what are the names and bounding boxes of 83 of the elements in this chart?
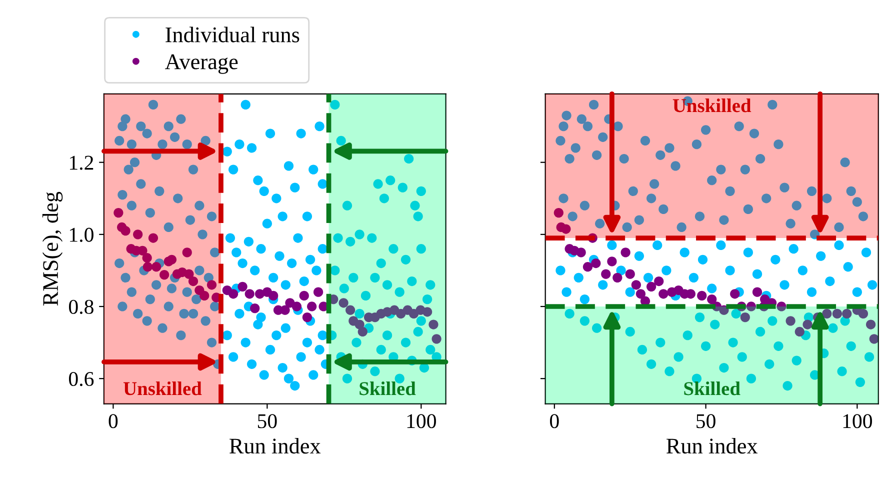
x-tick-label: 0 (108, 414, 118, 428)
point (166, 254, 177, 264)
point (582, 262, 593, 272)
point (313, 287, 324, 297)
point (280, 305, 290, 315)
point (292, 302, 302, 312)
point (869, 334, 878, 344)
point (554, 208, 564, 218)
point (832, 308, 842, 319)
point (244, 289, 254, 299)
x-tick-label: 50 (696, 414, 716, 428)
point (822, 308, 832, 319)
point (114, 208, 124, 218)
x-axis-title: Run index (666, 438, 758, 454)
point (625, 269, 635, 279)
x-tick-label: 50 (258, 414, 277, 428)
point (120, 226, 130, 236)
x-tick-label: 0 (550, 414, 559, 428)
point (422, 307, 432, 317)
x-axis-title: Run index (230, 438, 321, 454)
point (802, 320, 812, 330)
point (786, 316, 796, 326)
point (576, 248, 586, 258)
point (307, 302, 317, 312)
y-tick-label: 0.8 (68, 300, 94, 314)
point (776, 302, 786, 312)
point (142, 253, 152, 263)
point (561, 224, 571, 234)
x-tick-label: 100 (407, 414, 436, 428)
point (358, 326, 368, 337)
legend-label: Average (165, 54, 238, 74)
point (133, 230, 143, 240)
point (428, 320, 438, 330)
point (138, 246, 148, 256)
band-label: Unskilled (672, 98, 752, 112)
point (152, 262, 162, 272)
y-tick-label: 0.6 (68, 372, 94, 386)
point (730, 289, 740, 299)
point (697, 290, 707, 300)
point (707, 294, 717, 304)
point (740, 312, 750, 322)
point (299, 290, 309, 300)
y-axis-title: RMS(e), deg (42, 192, 63, 306)
band-label: Skilled (360, 382, 416, 396)
point (646, 282, 656, 292)
point (591, 258, 601, 268)
point (160, 270, 170, 280)
point (866, 320, 876, 330)
point (268, 290, 278, 300)
point (858, 308, 868, 319)
point (654, 276, 664, 286)
point (746, 302, 756, 312)
point (228, 289, 238, 299)
point (182, 248, 192, 258)
point (601, 269, 611, 279)
point (620, 248, 630, 258)
point (188, 276, 198, 286)
point (760, 294, 770, 304)
x-tick-label: 100 (843, 414, 872, 428)
point (842, 308, 852, 319)
point (658, 289, 668, 299)
point (432, 334, 442, 344)
point (238, 282, 248, 292)
point (206, 280, 217, 290)
y-tick-label: 1.2 (70, 156, 94, 170)
point (200, 290, 210, 300)
point (752, 287, 762, 297)
legend-label: Individual runs (166, 26, 300, 42)
point (142, 262, 152, 272)
band-label: Unskilled (124, 382, 202, 396)
point (302, 312, 312, 322)
point (148, 233, 158, 243)
point (631, 280, 641, 290)
point (346, 305, 356, 315)
point (184, 269, 194, 279)
point (338, 298, 348, 308)
point (636, 289, 646, 299)
point (794, 326, 804, 337)
y-tick-label: 1.0 (70, 228, 94, 242)
point (250, 303, 260, 314)
point (607, 256, 617, 266)
point (612, 272, 622, 282)
band-label: Skilled (684, 382, 740, 396)
